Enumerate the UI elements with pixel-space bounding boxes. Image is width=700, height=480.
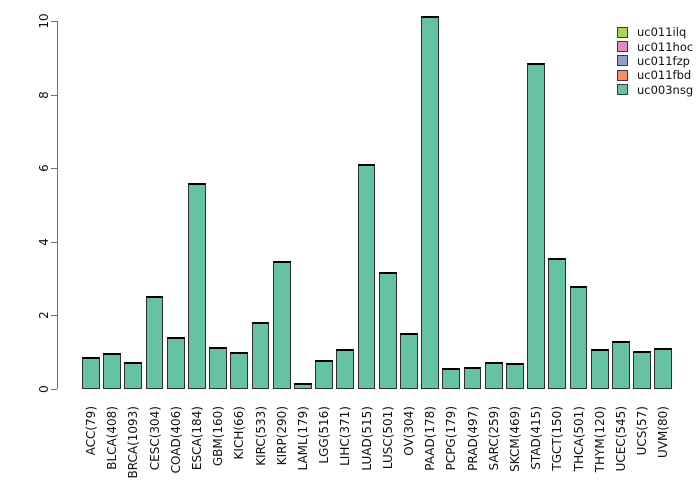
- x-axis-label: PRAD(497): [465, 406, 480, 471]
- x-axis-label: KIRC(533): [253, 406, 268, 466]
- y-tick: [51, 168, 57, 170]
- bar-LAML(179): [294, 383, 312, 389]
- bar-COAD(406): [166, 337, 185, 389]
- bar-THCA(501): [569, 286, 588, 389]
- y-tick-label: 2: [37, 311, 51, 320]
- x-axis-label: SKCM(469): [507, 406, 522, 472]
- bar-PCPG(179): [442, 368, 461, 389]
- x-axis-label: LUSC(501): [380, 406, 395, 470]
- legend-entry: uc003nsg: [617, 83, 693, 97]
- bar-THYM(120): [590, 349, 609, 389]
- legend-swatch-icon: [617, 55, 628, 67]
- bar-STAD(415): [527, 63, 545, 389]
- y-tick: [51, 94, 57, 96]
- bar-KIRP(290): [272, 261, 291, 389]
- x-axis-label: LAML(179): [295, 406, 310, 471]
- legend: uc011ilq uc011hoc uc011fzp uc011fbd uc003nsg: [617, 25, 693, 97]
- bar-LIHC(371): [336, 349, 355, 389]
- y-tick: [51, 389, 57, 390]
- x-axis-label: STAD(415): [529, 406, 544, 470]
- legend-entry: uc011fbd: [617, 68, 693, 82]
- x-axis-label: COAD(406): [168, 406, 183, 474]
- x-axis-label: LUAD(515): [359, 406, 374, 471]
- legend-swatch-icon: [617, 41, 628, 53]
- legend-label: uc011ilq: [637, 25, 687, 40]
- x-axis-label: GBM(160): [211, 406, 226, 467]
- x-axis-label: SARC(259): [486, 406, 501, 471]
- bar-CESC(304): [145, 296, 164, 389]
- x-axis-label: BRCA(1093): [126, 406, 141, 479]
- x-axis-label: KIRP(290): [274, 406, 289, 466]
- bar-LUAD(515): [357, 164, 376, 389]
- bar-ESCA(184): [188, 183, 206, 389]
- x-axis-label: UCEC(545): [613, 406, 628, 472]
- x-axis-label: LGG(516): [317, 406, 332, 464]
- bar-ACC(79): [82, 357, 100, 389]
- y-tick-label: 6: [37, 164, 51, 173]
- bar-BRCA(1093): [124, 362, 143, 389]
- x-axis-label: TGCT(150): [550, 406, 565, 471]
- y-tick-label: 4: [37, 237, 51, 246]
- bar-UCS(57): [633, 351, 651, 389]
- x-axis-label: KICH(66): [232, 406, 247, 460]
- x-axis-label: BLCA(408): [105, 406, 120, 470]
- x-axis-label: PAAD(178): [423, 406, 438, 471]
- y-axis-line: [57, 21, 58, 389]
- bar-PRAD(497): [463, 367, 482, 389]
- x-axis-label: THCA(501): [571, 406, 586, 472]
- bar-UVM(80): [654, 348, 673, 389]
- y-tick: [51, 315, 57, 317]
- legend-label: uc011fzp: [637, 53, 690, 68]
- x-axis-label: UVM(80): [656, 406, 671, 458]
- legend-swatch-icon: [617, 84, 628, 96]
- y-tick-label: 8: [37, 90, 51, 99]
- bar-SARC(259): [484, 362, 503, 389]
- legend-label: uc011fbd: [637, 68, 692, 83]
- bar-PAAD(178): [421, 16, 439, 389]
- y-tick-label: 0: [37, 385, 51, 393]
- x-axis-label: OV(304): [401, 406, 416, 456]
- bar-GBM(160): [209, 347, 227, 389]
- bar-SKCM(469): [506, 363, 524, 389]
- bar-LGG(516): [315, 360, 333, 389]
- x-axis-label: UCS(57): [635, 406, 650, 456]
- bar-UCEC(545): [612, 341, 630, 389]
- bar-OV(304): [400, 333, 418, 389]
- legend-entry: uc011hoc: [617, 39, 693, 53]
- y-tick: [51, 21, 57, 22]
- bar-LUSC(501): [378, 272, 397, 389]
- x-axis-label: ESCA(184): [189, 406, 204, 471]
- x-axis-label: CESC(304): [147, 406, 162, 471]
- x-axis-label: PCPG(179): [444, 406, 459, 471]
- legend-entry: uc011ilq: [617, 25, 693, 39]
- bar-BLCA(408): [103, 353, 121, 389]
- legend-swatch-icon: [617, 26, 628, 38]
- x-axis-label: THYM(120): [592, 406, 607, 473]
- bar-KIRC(533): [251, 322, 270, 389]
- y-tick-label: 10: [37, 13, 51, 29]
- x-axis-label: ACC(79): [83, 406, 98, 456]
- x-axis-label: LIHC(371): [338, 406, 353, 466]
- legend-entry: uc011fzp: [617, 54, 693, 68]
- legend-label: uc003nsg: [637, 82, 694, 97]
- y-tick: [51, 241, 57, 243]
- legend-swatch-icon: [617, 69, 628, 81]
- bar-TGCT(150): [548, 258, 567, 389]
- legend-label: uc011hoc: [637, 39, 694, 54]
- bar-KICH(66): [230, 352, 249, 389]
